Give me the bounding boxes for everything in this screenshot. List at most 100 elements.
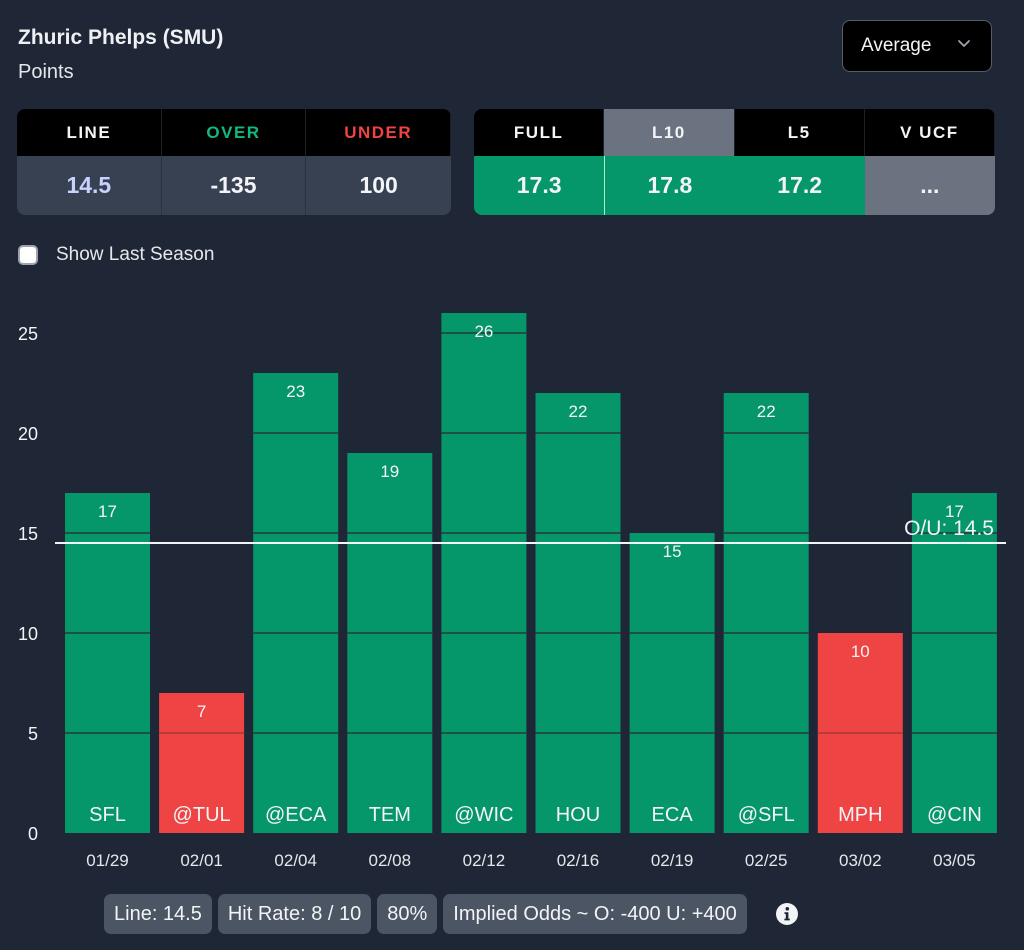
bar-gridline xyxy=(253,432,339,434)
x-tick-label: 02/08 xyxy=(369,851,412,870)
bar-value-label: 22 xyxy=(757,402,776,421)
bar-value-label: 15 xyxy=(663,542,682,561)
bar-gridline xyxy=(441,732,527,734)
bar-gridline xyxy=(159,732,245,734)
bar-opponent-label: SFL xyxy=(89,804,126,826)
bar-gridline xyxy=(65,632,150,634)
bar-gridline xyxy=(253,532,339,534)
x-tick-label: 02/25 xyxy=(745,851,788,870)
bar-gridline xyxy=(441,332,527,334)
bar-gridline xyxy=(65,732,150,734)
y-tick-label: 5 xyxy=(28,724,38,744)
bar-opponent-label: @SFL xyxy=(738,804,795,826)
tab-v-ucf[interactable]: V UCF xyxy=(864,109,995,156)
bar-gridline xyxy=(723,732,809,734)
show-last-season-checkbox[interactable] xyxy=(18,245,38,265)
implied-odds-pill: Implied Odds ~ O: -400 U: +400 xyxy=(443,894,747,934)
bar-opponent-label: MPH xyxy=(838,804,882,826)
odds-table: LINE OVER UNDER 14.5 -135 100 xyxy=(17,109,451,215)
points-bar-chart: 0 5 10 15 20 25 17 SFL 01/29 7 @TUL 02/01 23 @ECA 02/0… xyxy=(18,313,1006,870)
bar-gridline xyxy=(535,632,621,634)
x-tick-label: 02/01 xyxy=(180,851,223,870)
bar-gridline xyxy=(629,632,715,634)
y-tick-label: 10 xyxy=(18,624,38,644)
chevron-down-icon xyxy=(958,40,970,47)
bar-gridline xyxy=(347,532,433,534)
over-under-label: O/U: 14.5 xyxy=(904,517,994,540)
player-name: Zhuric Phelps (SMU) xyxy=(18,26,224,49)
bar xyxy=(65,493,150,833)
show-last-season-label: Show Last Season xyxy=(56,244,215,265)
bar-value-label: 26 xyxy=(474,322,493,341)
bar-value-label: 19 xyxy=(380,462,399,481)
hit-rate-pill: Hit Rate: 8 / 10 xyxy=(217,894,372,934)
stat-type: Points xyxy=(18,61,74,83)
show-last-season-toggle[interactable]: Show Last Season xyxy=(18,244,214,266)
x-tick-label: 02/04 xyxy=(274,851,317,870)
average-table: FULL L10 L5 V UCF 17.3 17.8 17.2 ... xyxy=(474,109,995,215)
bar-gridline xyxy=(535,532,621,534)
header-over: OVER xyxy=(161,109,307,156)
y-tick-label: 20 xyxy=(18,424,38,444)
hit-percent-pill: 80% xyxy=(377,894,438,934)
y-tick-label: 25 xyxy=(18,324,38,344)
bar-gridline xyxy=(723,632,809,634)
bar xyxy=(347,453,433,833)
over-odds: -135 xyxy=(161,156,307,215)
bar-opponent-label: @ECA xyxy=(265,804,327,826)
bar-gridline xyxy=(347,632,433,634)
v-ucf-average: ... xyxy=(864,156,995,215)
bar-gridline xyxy=(535,732,621,734)
aggregation-dropdown[interactable]: Average xyxy=(842,20,992,72)
bar-value-label: 23 xyxy=(286,382,305,401)
line-value: 14.5 xyxy=(17,156,162,215)
bar-value-label: 22 xyxy=(569,402,588,421)
bar-gridline xyxy=(65,532,150,534)
bar xyxy=(441,313,527,833)
bar-gridline xyxy=(723,432,809,434)
bar-value-label: 17 xyxy=(945,502,964,521)
info-icon[interactable] xyxy=(775,902,799,926)
bar-value-label: 10 xyxy=(851,642,870,661)
bar-opponent-label: @TUL xyxy=(173,804,231,826)
x-tick-label: 03/02 xyxy=(839,851,882,870)
x-tick-label: 02/16 xyxy=(557,851,600,870)
x-tick-label: 03/05 xyxy=(933,851,976,870)
bar xyxy=(629,533,715,833)
bar-gridline xyxy=(347,732,433,734)
x-tick-label: 02/19 xyxy=(651,851,694,870)
bar-gridline xyxy=(441,532,527,534)
bar-opponent-label: @CIN xyxy=(927,804,982,826)
bar-gridline xyxy=(441,632,527,634)
full-average: 17.3 xyxy=(474,156,605,215)
tab-l5[interactable]: L5 xyxy=(734,109,865,156)
bar-gridline xyxy=(911,732,997,734)
bar-gridline xyxy=(911,632,997,634)
line-pill: Line: 14.5 xyxy=(104,894,212,934)
bar xyxy=(535,393,621,833)
l5-average: 17.2 xyxy=(734,156,865,215)
bar-opponent-label: ECA xyxy=(652,804,694,826)
tab-l10[interactable]: L10 xyxy=(604,109,735,156)
x-tick-label: 02/12 xyxy=(463,851,506,870)
bar xyxy=(911,493,997,833)
bar-gridline xyxy=(253,632,339,634)
bar-gridline xyxy=(723,532,809,534)
tab-full[interactable]: FULL xyxy=(474,109,605,156)
l10-average: 17.8 xyxy=(604,156,735,215)
bar-gridline xyxy=(253,732,339,734)
bar-value-label: 17 xyxy=(98,502,117,521)
header-under: UNDER xyxy=(306,109,451,156)
bar-gridline xyxy=(817,732,903,734)
summary-pills: Line: 14.5 Hit Rate: 8 / 10 80% Implied … xyxy=(104,894,799,934)
y-tick-label: 15 xyxy=(18,524,38,544)
bar-value-label: 7 xyxy=(197,702,206,721)
bar-gridline xyxy=(911,532,997,534)
header-line: LINE xyxy=(17,109,162,156)
bar-gridline xyxy=(629,732,715,734)
bar-opponent-label: HOU xyxy=(556,804,600,826)
bar-gridline xyxy=(441,432,527,434)
under-odds: 100 xyxy=(306,156,451,215)
bar-opponent-label: @WIC xyxy=(454,804,513,826)
bar-opponent-label: TEM xyxy=(369,804,411,826)
